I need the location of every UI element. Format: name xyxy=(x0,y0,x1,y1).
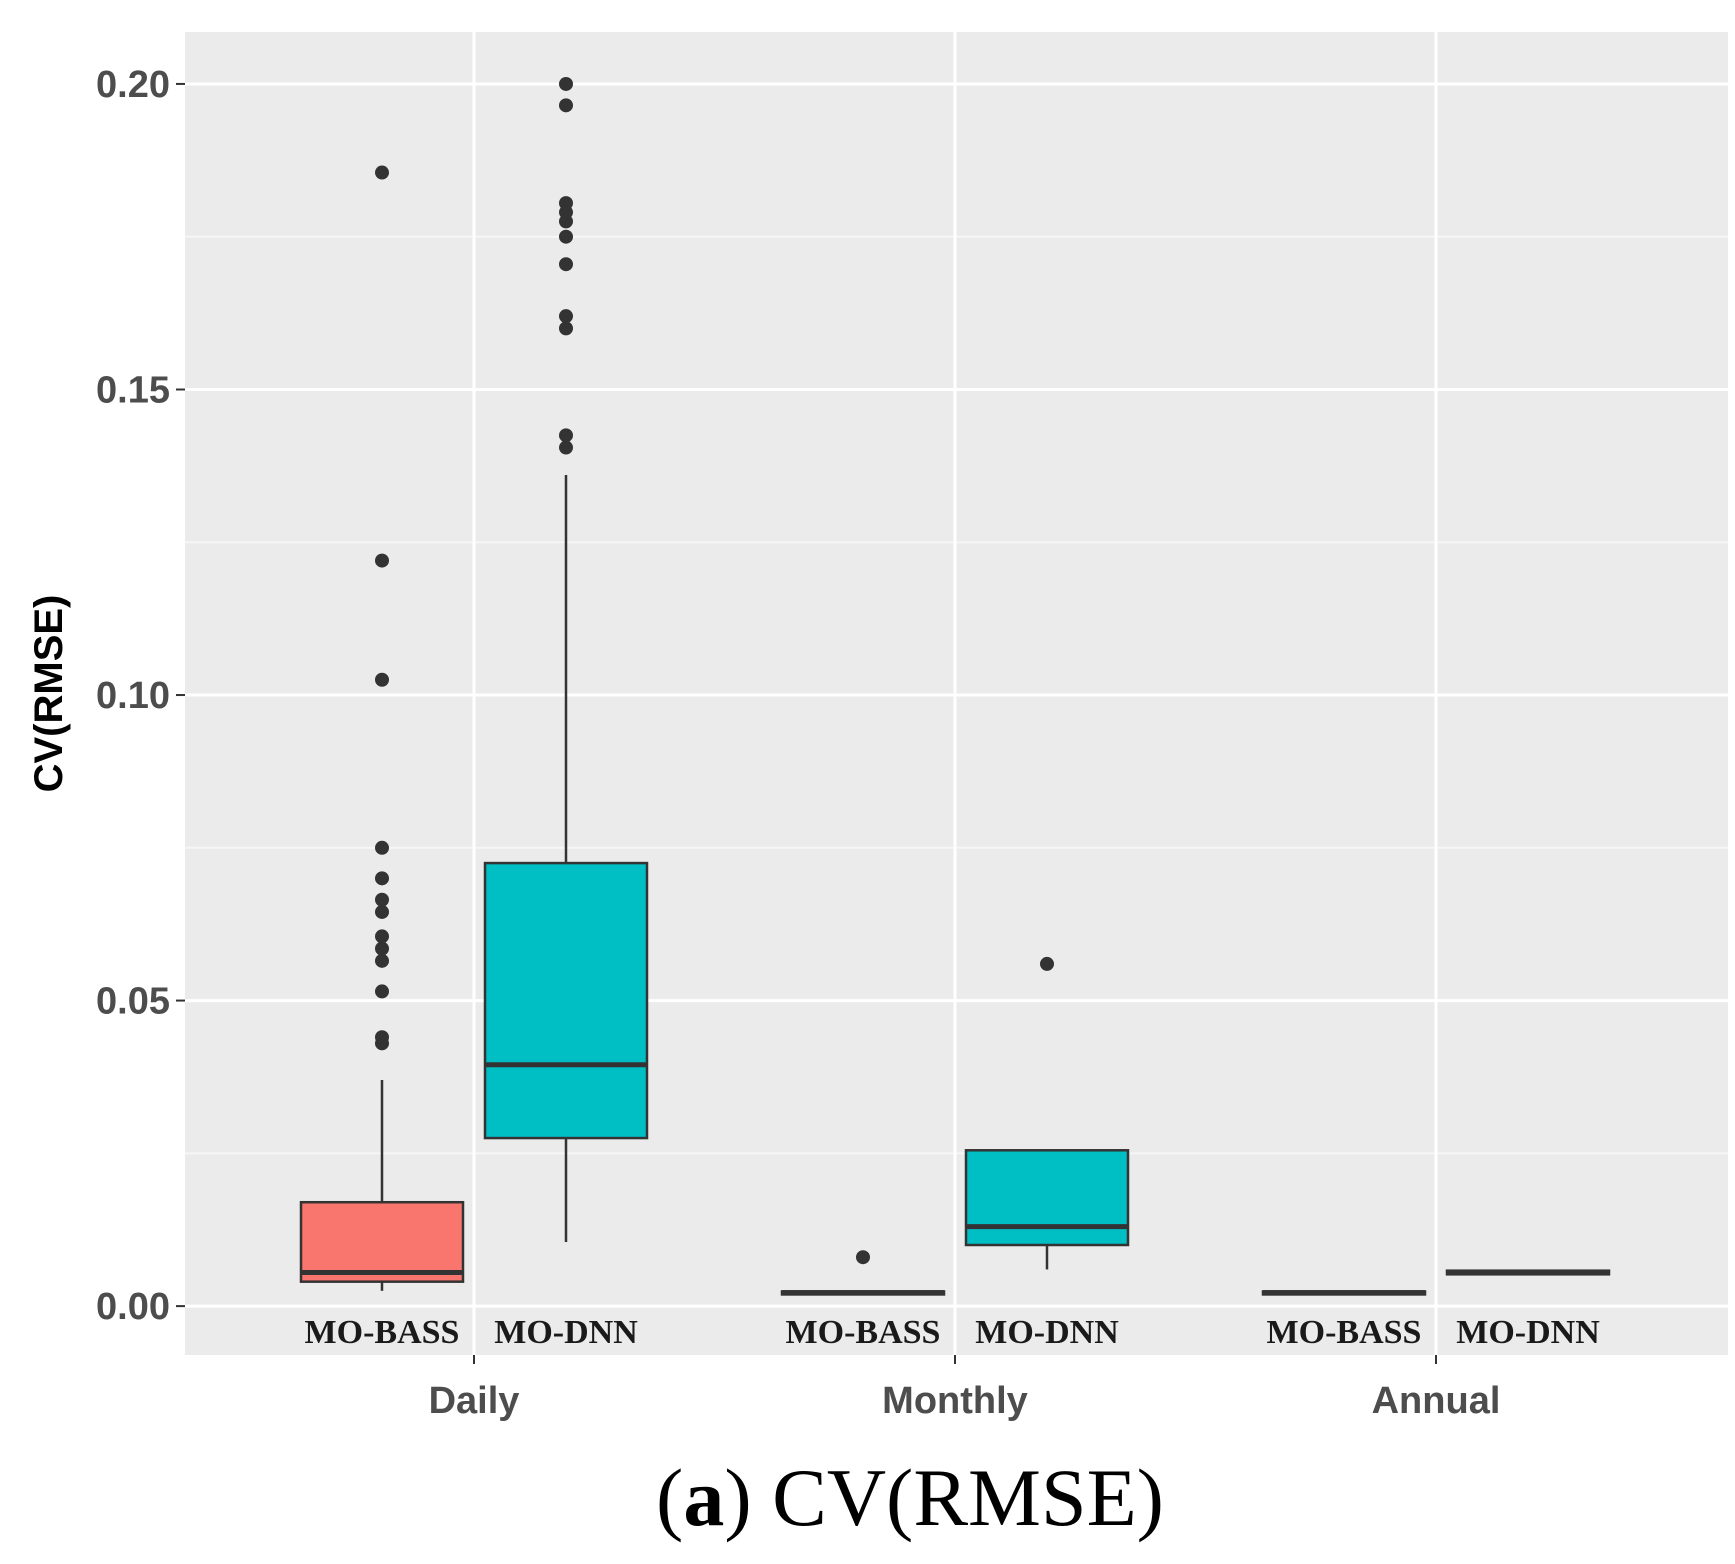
outlier-point xyxy=(856,1250,870,1265)
y-tick-label: 0.10 xyxy=(96,675,170,717)
box-series-label: MO-BASS xyxy=(1267,1314,1422,1351)
outlier-point xyxy=(559,196,573,211)
boxes: MO-BASS MO-DNN MO-BASS MO-DNN MO-BASS MO-DNN xyxy=(299,76,1611,1351)
box-annual-mo-bass: MO-BASS xyxy=(1261,1290,1427,1351)
box-monthly-mo-dnn: MO-DNN xyxy=(964,956,1130,1351)
box-daily-mo-bass: MO-BASS xyxy=(299,165,465,1351)
outlier-point xyxy=(559,257,573,272)
box-series-label: MO-DNN xyxy=(494,1314,638,1351)
iqr-box xyxy=(299,1200,465,1283)
outlier-point xyxy=(375,984,389,999)
y-axis-label: CV(RMSE) xyxy=(27,595,71,793)
outlier-point xyxy=(375,871,389,886)
caption-text: CV(RMSE) xyxy=(752,1452,1164,1543)
y-tick-label: 0.00 xyxy=(96,1286,170,1328)
outlier-point xyxy=(559,98,573,113)
outlier-point xyxy=(375,553,389,568)
outlier-point xyxy=(375,165,389,180)
box-series-label: MO-DNN xyxy=(975,1314,1119,1351)
outlier-point xyxy=(375,840,389,855)
figure-caption: (a) CV(RMSE) xyxy=(656,1452,1164,1543)
box-annual-mo-dnn: MO-DNN xyxy=(1445,1269,1611,1351)
grid-major xyxy=(185,32,1728,1355)
outlier-point xyxy=(1040,956,1054,971)
outlier-point xyxy=(375,892,389,907)
iqr-box xyxy=(483,861,649,1140)
y-tick-label: 0.15 xyxy=(96,369,170,411)
box-series-label: MO-BASS xyxy=(786,1314,941,1351)
outlier-point xyxy=(375,904,389,919)
iqr-box xyxy=(964,1149,1130,1247)
x-axis-ticks: Daily Monthly Annual xyxy=(429,1355,1501,1422)
outlier-point xyxy=(375,1030,389,1045)
outlier-point xyxy=(375,929,389,944)
x-tick-label: Daily xyxy=(429,1380,520,1422)
outlier-point xyxy=(559,229,573,244)
x-tick-label: Annual xyxy=(1372,1380,1501,1422)
box-monthly-mo-bass: MO-BASS xyxy=(780,1250,946,1351)
y-axis-ticks: 0.00 0.05 0.10 0.15 0.20 xyxy=(96,64,185,1328)
outlier-point xyxy=(375,672,389,687)
outlier-point xyxy=(559,440,573,455)
box-series-label: MO-BASS xyxy=(305,1314,460,1351)
outlier-point xyxy=(375,953,389,968)
y-tick-label: 0.20 xyxy=(96,64,170,106)
outlier-point xyxy=(559,309,573,324)
x-tick-label: Monthly xyxy=(882,1380,1028,1422)
box-series-label: MO-DNN xyxy=(1456,1314,1600,1351)
caption-label: a xyxy=(683,1452,724,1543)
outlier-point xyxy=(559,428,573,443)
outlier-point xyxy=(375,941,389,956)
outlier-point xyxy=(559,321,573,336)
y-tick-label: 0.05 xyxy=(96,981,170,1023)
box-daily-mo-dnn: MO-DNN xyxy=(483,76,649,1351)
outlier-point xyxy=(559,76,573,91)
